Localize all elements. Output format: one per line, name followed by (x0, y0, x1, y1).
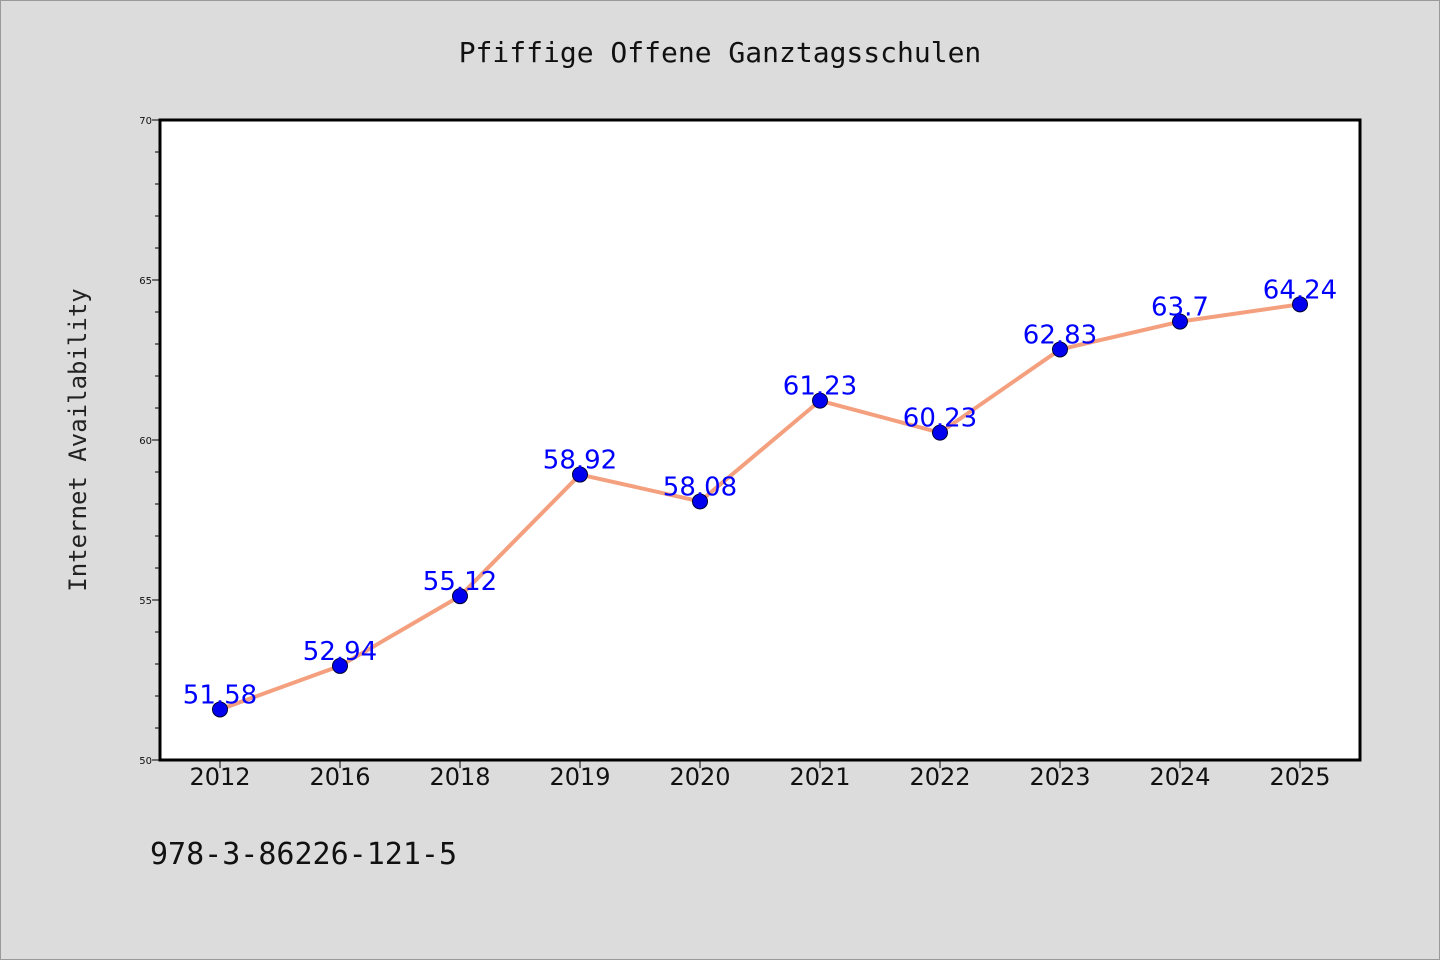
x-axis-ticks: 2012 2016 2018 2019 2020 2021 2022 2023 2024 2025 (189, 760, 1331, 791)
data-labels: 51.58 52.94 55.12 58.92 58.08 61.23 60.23 62.83… (183, 275, 1337, 710)
data-label: 62.83 (1023, 320, 1097, 350)
data-label: 58.08 (663, 472, 737, 502)
x-tick-label: 2024 (1149, 763, 1210, 791)
data-point (812, 392, 828, 409)
data-label: 64.24 (1263, 275, 1337, 305)
data-point (572, 466, 588, 483)
data-label: 58.92 (543, 446, 617, 476)
y-tick-label: 60 (139, 436, 152, 447)
series-polyline (219, 302, 1301, 712)
data-label: 61.23 (783, 372, 857, 402)
y-tick-label: 70 (139, 116, 152, 127)
y-axis-ticks: 50 55 60 65 70 (139, 116, 160, 767)
data-point (692, 493, 708, 510)
y-tick-label: 55 (139, 596, 152, 607)
data-label: 60.23 (903, 404, 977, 434)
x-tick-label: 2019 (549, 763, 610, 791)
chart-title: Pfiffige Offene Ganztagsschulen (459, 36, 982, 69)
data-label: 55.12 (423, 567, 497, 597)
data-point (1052, 341, 1068, 358)
series-points (212, 296, 1308, 718)
data-point (932, 424, 948, 441)
x-tick-label: 2022 (909, 763, 970, 791)
data-label: 51.58 (183, 680, 257, 710)
y-tick-label: 65 (139, 276, 152, 287)
data-point (1172, 313, 1188, 330)
x-tick-label: 2021 (789, 763, 850, 791)
data-point (332, 657, 348, 674)
x-tick-label: 2016 (309, 763, 370, 791)
x-tick-label: 2018 (429, 763, 490, 791)
isbn-footer: 978-3-86226-121-5 (150, 837, 457, 872)
data-point (212, 701, 228, 718)
series-line (219, 302, 1301, 712)
data-point (1292, 296, 1308, 313)
x-tick-label: 2020 (669, 763, 730, 791)
y-tick-label: 50 (139, 756, 152, 767)
data-point (452, 588, 468, 605)
x-tick-label: 2025 (1269, 763, 1330, 791)
y-axis-label: Internet Availability (64, 288, 92, 591)
data-label: 52.94 (303, 637, 377, 667)
x-tick-label: 2012 (189, 763, 250, 791)
data-label: 63.7 (1151, 293, 1209, 323)
x-tick-label: 2023 (1029, 763, 1090, 791)
